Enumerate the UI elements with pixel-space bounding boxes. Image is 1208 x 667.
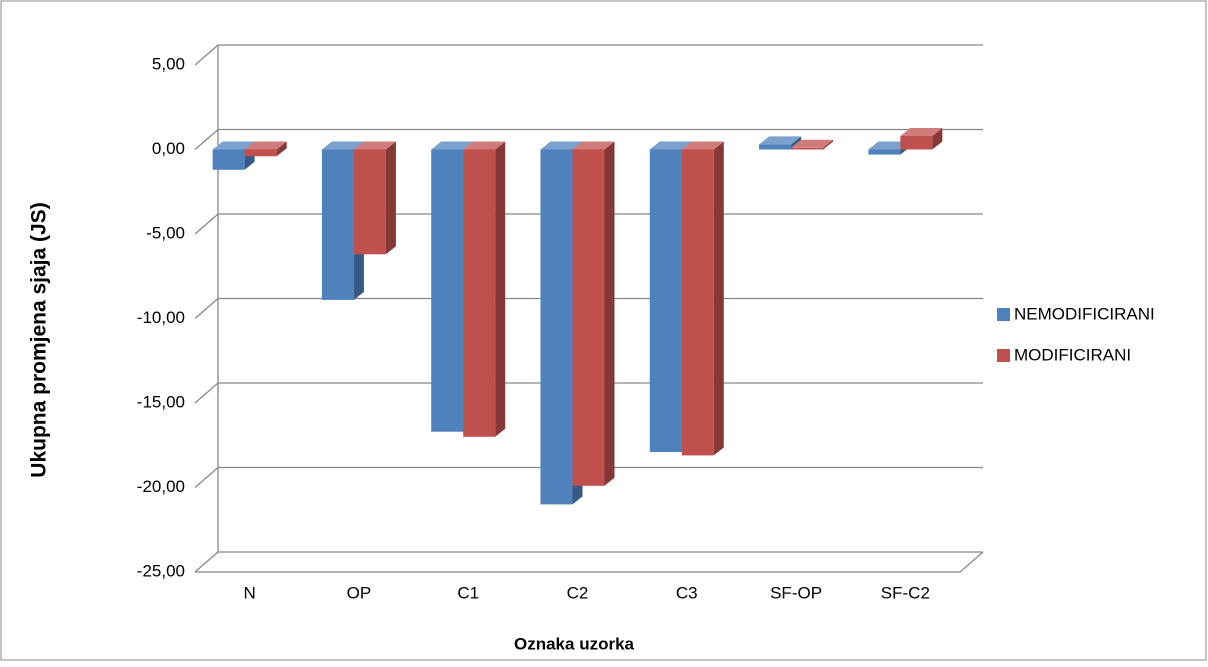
x-tick-label: OP [347,583,372,602]
bar-front [244,149,277,157]
bar-side [385,141,396,255]
bar-side [932,127,943,150]
bar-top [900,127,943,136]
bar-front [431,149,464,432]
bar-front [900,135,933,150]
bar-front [572,149,605,486]
y-axis-title: Ukupna promjena sjaja (JS) [28,202,51,477]
legend-label: NEMODIFICIRANI [1014,304,1155,323]
x-axis-title: Oznaka uzorka [514,634,635,653]
bar-top [321,141,364,150]
bar-side [604,141,615,486]
legend-swatch [997,308,1010,321]
y-tick-label: -15,00 [137,392,185,411]
bar-side [823,139,834,150]
bar-front [212,149,245,170]
x-tick-label: SF-OP [770,583,822,602]
grid-line [194,44,983,66]
y-tick-label: -5,00 [146,223,185,242]
bar-side [495,141,506,437]
grid-line [194,466,983,488]
bar-front [791,147,824,150]
bar-top [759,136,802,145]
y-tick-label: -10,00 [137,308,185,327]
y-tick-label: -25,00 [137,561,185,580]
legend-label: MODIFICIRANI [1014,345,1131,364]
bar-top [463,141,506,150]
bar-front [321,149,354,300]
x-tick-label: C3 [676,583,698,602]
bar-front [649,149,682,453]
grid-line [194,213,983,235]
y-tick-label: 0,00 [152,139,185,158]
bar-side [713,141,724,456]
legend-swatch [997,349,1010,362]
floor [195,551,984,573]
y-tick-label: -20,00 [137,477,185,496]
bar-top [572,141,615,150]
bar-top [791,139,834,148]
bar-front [681,149,714,456]
bar-side [276,141,287,157]
x-tick-label: C2 [567,583,589,602]
bar-top [540,141,583,150]
grid-line [194,382,983,404]
grid-line [194,128,983,150]
bar-top [681,141,724,150]
bar-top [431,141,474,150]
y-tick-label: 5,00 [152,54,185,73]
x-tick-label: N [244,583,256,602]
x-tick-label: SF-C2 [881,583,930,602]
grid-line [194,297,983,319]
grid-line [194,551,983,573]
bar-top [353,141,396,150]
bar-front [540,149,573,505]
bar-front [353,149,386,255]
bar-front [463,149,496,437]
x-tick-label: C1 [457,583,479,602]
bar-front [759,144,792,150]
bar-top [244,141,287,150]
bar-front [868,149,901,155]
bar-top [868,141,911,150]
bar-top [212,141,255,150]
bar-top [649,141,692,150]
